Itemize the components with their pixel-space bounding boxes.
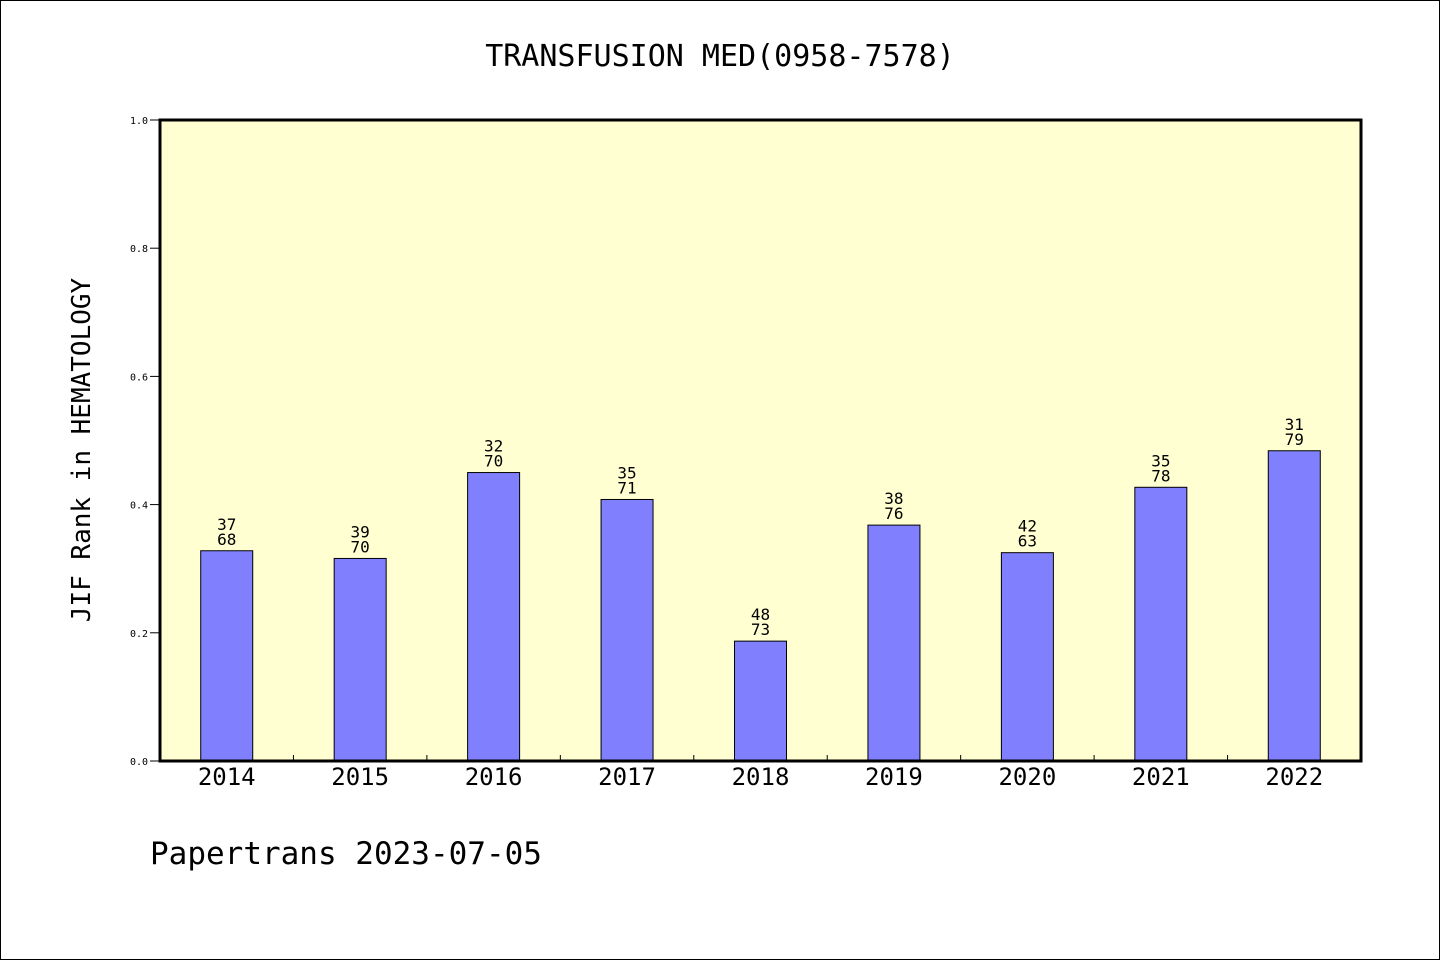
bar-2020 <box>1000 552 1054 762</box>
x-tick-label-2020: 2020 <box>998 763 1056 791</box>
x-tick-label-2017: 2017 <box>598 763 656 791</box>
x-tick-label-2022: 2022 <box>1265 763 1323 791</box>
bar-2019 <box>867 524 921 762</box>
x-tick-label-2019: 2019 <box>865 763 923 791</box>
bar-rank-label-2017: 35 <box>617 463 636 482</box>
bar-total-label-2021: 78 <box>1151 466 1170 485</box>
bar-total-label-2016: 70 <box>484 452 503 471</box>
bar-2016 <box>467 472 521 762</box>
bar-2018 <box>734 640 787 762</box>
plot-border <box>158 118 1363 763</box>
bar-rank-label-2022: 31 <box>1285 415 1304 434</box>
bar-rank-label-2021: 35 <box>1151 451 1170 470</box>
bar-rank-label-2015: 39 <box>351 522 370 541</box>
y-tick-label: 0.2 <box>130 629 148 640</box>
x-tick-label-2016: 2016 <box>465 763 523 791</box>
bar-2017 <box>600 498 654 762</box>
bar-rank-label-2018: 48 <box>751 605 770 624</box>
bar-total-label-2020: 63 <box>1018 532 1037 551</box>
x-tick-label-2021: 2021 <box>1132 763 1190 791</box>
footer-text: Papertrans 2023-07-05 <box>150 836 542 872</box>
bar-rank-label-2014: 37 <box>217 515 236 534</box>
bar-total-label-2017: 71 <box>617 478 636 497</box>
bar-rank-label-2019: 38 <box>884 489 903 508</box>
bar-total-label-2019: 76 <box>884 504 903 523</box>
x-tick-label-2018: 2018 <box>732 763 790 791</box>
bar-2022 <box>1267 450 1321 762</box>
y-tick-label: 0.6 <box>130 372 148 383</box>
chart-title: TRANSFUSION MED(0958-7578) <box>485 39 955 74</box>
bar-total-label-2015: 70 <box>351 537 370 556</box>
bar-2015 <box>333 557 387 762</box>
bar-rank-label-2020: 42 <box>1018 517 1037 536</box>
bar-total-label-2022: 79 <box>1285 430 1304 449</box>
x-tick-label-2015: 2015 <box>331 763 389 791</box>
y-tick-label: 0.4 <box>130 501 148 512</box>
x-tick-label-2014: 2014 <box>198 763 256 791</box>
y-tick-label: 1.0 <box>130 116 148 127</box>
y-tick-label: 0.0 <box>130 757 148 768</box>
y-axis-label: JIF Rank in HEMATOLOGY <box>67 277 97 622</box>
axis-ticks: 2014 2015 2016 2017 2018 2019 2020 2021 2022 0.0 0… <box>130 116 1323 791</box>
bar-2014 <box>200 550 254 762</box>
bar-2021 <box>1134 486 1188 762</box>
bar-rank-label-2016: 32 <box>484 437 503 456</box>
y-tick-label: 0.8 <box>130 244 148 255</box>
bar-total-label-2014: 68 <box>217 530 236 549</box>
bar-total-label-2018: 73 <box>751 620 770 639</box>
